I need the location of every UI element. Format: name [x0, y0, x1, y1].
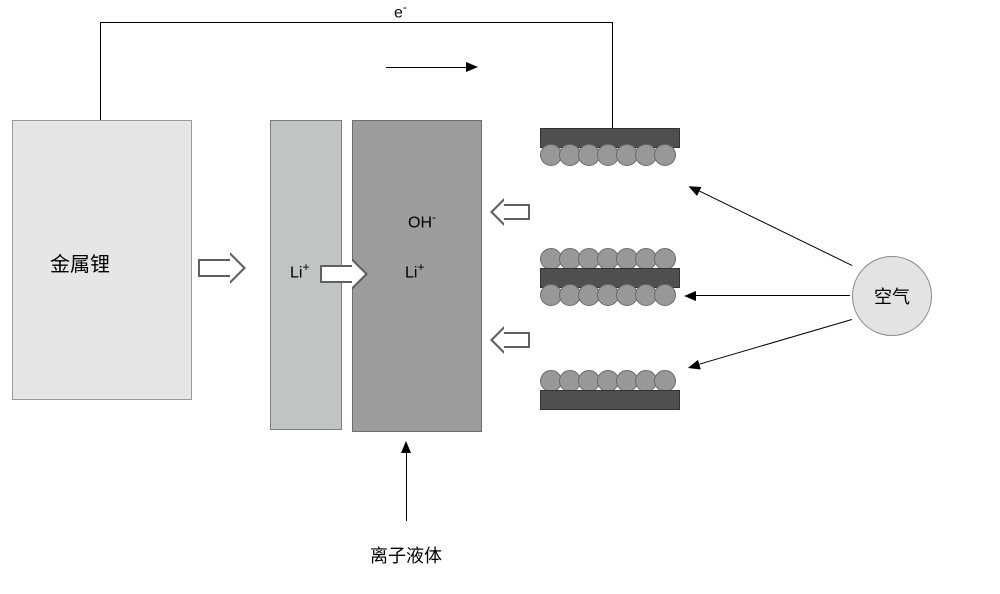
electrolyte-oh-label: OH-	[408, 210, 436, 232]
air-circle: 空气	[852, 256, 932, 336]
air-label: 空气	[874, 283, 910, 309]
electrode-bar	[540, 390, 680, 410]
ionic-liquid-label: 离子液体	[370, 542, 442, 568]
wire-top	[100, 22, 612, 23]
lithium-label: 金属锂	[50, 248, 110, 277]
catalyst-dot	[654, 248, 676, 270]
catalyst-dots-row	[540, 144, 676, 166]
electron-flow-arrow	[386, 62, 478, 72]
arrow-oh-in-top	[490, 198, 530, 226]
arrow-li-to-electrolyte	[320, 258, 368, 290]
ionic-liquid-arrow	[401, 441, 411, 521]
diagram-stage: 金属锂 Li+ Li+ OH- 空气 e- 离子液体	[0, 0, 1000, 594]
arrow-li-to-membrane	[198, 252, 246, 284]
wire-right	[612, 22, 613, 128]
air-arrow-bottom	[687, 315, 854, 373]
catalyst-dot	[654, 144, 676, 166]
catalyst-dots-row	[540, 284, 676, 306]
catalyst-dots-row	[540, 370, 676, 392]
catalyst-dot	[654, 370, 676, 392]
catalyst-dot	[654, 284, 676, 306]
air-arrow-mid	[684, 291, 850, 301]
wire-left	[100, 22, 101, 120]
arrow-oh-in-bottom	[490, 326, 530, 354]
air-arrow-top	[686, 182, 854, 271]
catalyst-dots-row	[540, 248, 676, 270]
membrane-li-label: Li+	[290, 260, 309, 282]
electrolyte-li-label: Li+	[405, 260, 424, 282]
electron-label: e-	[394, 0, 407, 22]
